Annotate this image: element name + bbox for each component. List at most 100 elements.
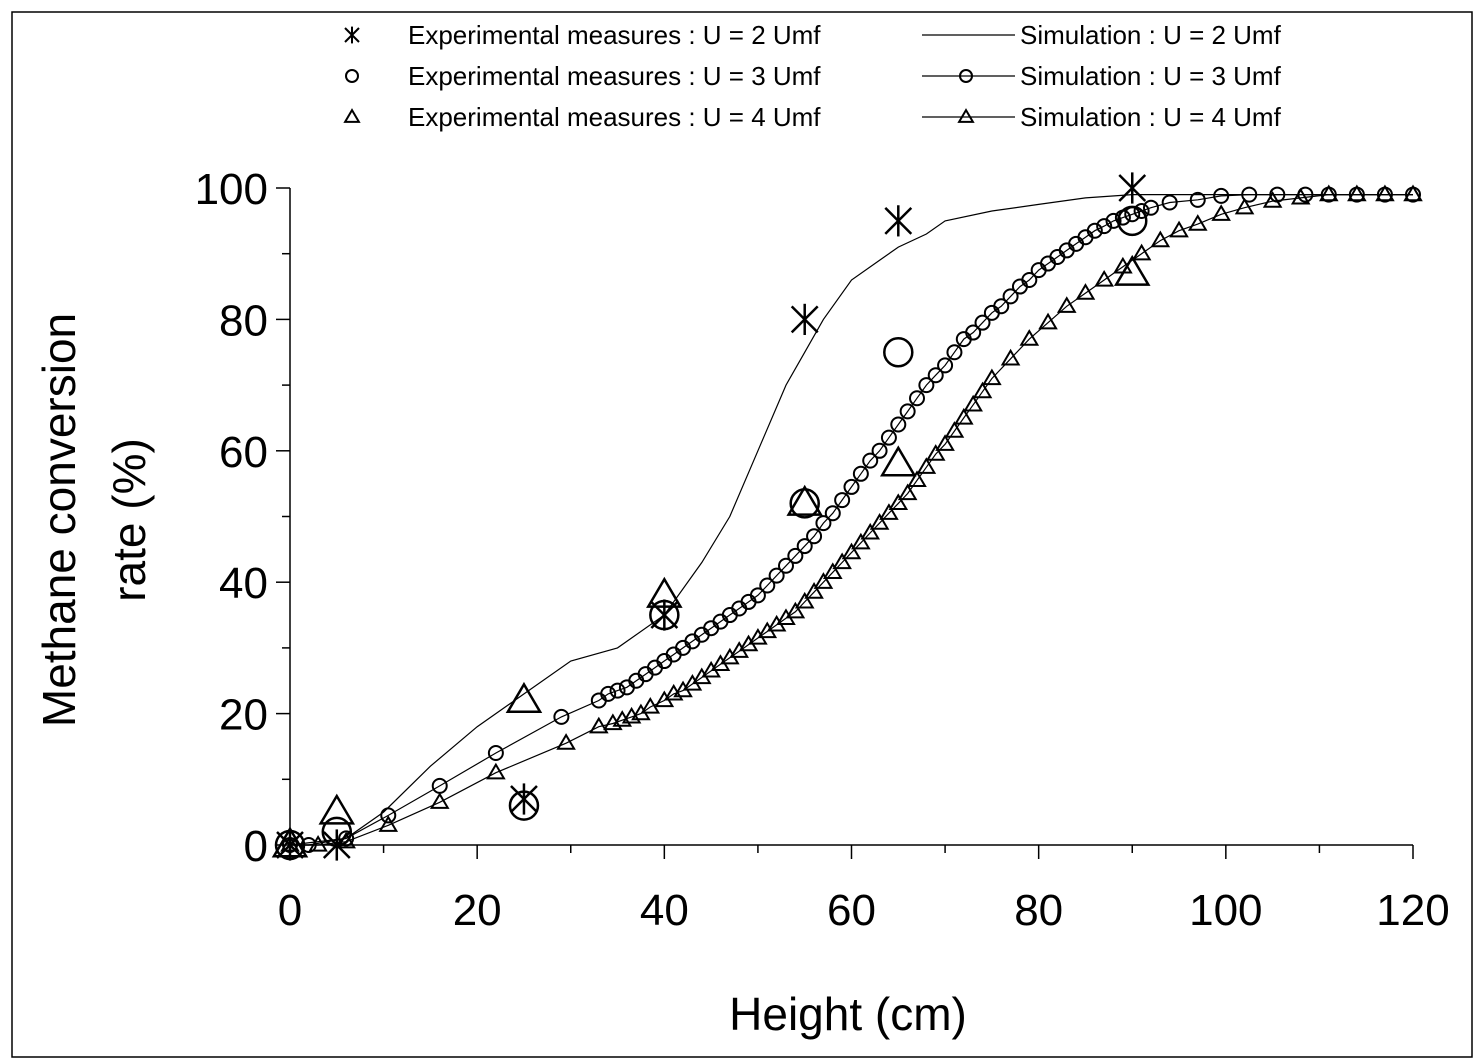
x-axis-title: Height (cm) <box>729 988 967 1040</box>
experimental-point-3 <box>880 445 917 477</box>
simulation-point-2-shape <box>609 682 626 699</box>
simulation-point-3 <box>954 407 974 425</box>
simulation-point-3 <box>879 503 899 520</box>
experimental-point-1 <box>510 783 538 815</box>
simulation-point-3-shape <box>429 792 450 809</box>
simulation-point-3-shape <box>944 421 965 438</box>
simulation-point-3 <box>1347 184 1367 202</box>
simulation-point-3 <box>851 532 871 550</box>
simulation-point-3 <box>1019 329 1040 346</box>
simulation-point-2-shape <box>909 390 926 407</box>
simulation-point-2-shape <box>1213 187 1230 204</box>
simulation-point-2-shape <box>487 745 504 762</box>
experimental-point-3-shape <box>880 445 917 477</box>
experimental-point-3-shape <box>505 681 543 713</box>
simulation-point-3-shape <box>822 562 843 579</box>
legend-label-simulation-3: Simulation : U = 4 Umf <box>1020 102 1282 132</box>
simulation-point-2 <box>1161 194 1178 211</box>
y-tick-label: 40 <box>219 559 268 608</box>
simulation-point-2 <box>834 492 851 509</box>
simulation-line-1 <box>289 194 1413 846</box>
simulation-point-3 <box>1131 243 1152 261</box>
simulation-point-3 <box>1262 191 1283 208</box>
experimental-point-2-shape <box>321 816 353 848</box>
experimental-point-3 <box>318 793 356 825</box>
simulation-point-3 <box>925 444 946 461</box>
simulation-point-2 <box>1086 222 1103 239</box>
simulation-point-2 <box>300 837 317 853</box>
simulation-point-2 <box>927 367 944 384</box>
simulation-point-2 <box>1096 218 1113 235</box>
simulation-point-2-shape <box>824 505 841 522</box>
simulation-point-3-shape <box>841 542 862 560</box>
experimental-point-3-shape <box>786 484 823 516</box>
simulation-point-2-shape <box>1142 199 1159 216</box>
simulation-point-2 <box>338 830 355 847</box>
simulation-point-3 <box>869 513 890 530</box>
y-axis-title: Methane conversion rate (%) <box>33 313 155 727</box>
simulation-point-3-shape <box>954 407 974 425</box>
experimental-point-2 <box>883 337 914 368</box>
experimental-point-2-shape <box>1117 205 1148 237</box>
simulation-point-3-shape <box>813 572 834 589</box>
simulation-point-3 <box>378 815 399 832</box>
simulation-point-3 <box>907 470 927 487</box>
x-tick-label: 120 <box>1376 886 1449 935</box>
simulation-point-3-shape <box>378 815 399 832</box>
experimental-point-2-shape <box>883 337 914 368</box>
simulation-point-2-shape <box>1086 222 1103 239</box>
experimental-point-2 <box>649 599 680 631</box>
simulation-point-2-shape <box>974 314 991 331</box>
simulation-point-3-shape <box>1150 230 1171 248</box>
legend-marker-simulation-2-shape <box>959 69 973 83</box>
simulation-point-2-shape <box>1133 202 1150 219</box>
legend-marker-experimental-2 <box>345 69 359 83</box>
simulation-point-2 <box>890 416 907 433</box>
simulation-point-3-shape <box>1131 243 1152 261</box>
simulation-point-3 <box>888 493 909 510</box>
simulation-point-3-shape <box>1000 348 1021 366</box>
simulation-point-3-shape <box>888 493 909 510</box>
simulation-point-2-shape <box>1189 191 1206 208</box>
simulation-point-3-shape <box>804 582 824 599</box>
simulation-point-3 <box>1075 283 1096 300</box>
experimental-point-3-shape <box>271 826 309 858</box>
legend-label-experimental-3: Experimental measures : U = 4 Umf <box>408 102 821 132</box>
experimental-point-1 <box>1118 172 1147 204</box>
experimental-point-1 <box>884 205 913 237</box>
simulation-point-3-shape <box>1403 184 1423 202</box>
legend-marker-experimental-1 <box>344 26 360 44</box>
experimental-point-2 <box>508 790 540 821</box>
simulation-point-3 <box>916 457 937 474</box>
simulation-point-2-shape <box>1002 288 1019 305</box>
simulation-point-2 <box>852 465 869 482</box>
simulation-point-2 <box>974 314 991 331</box>
legend-marker-experimental-2-shape <box>345 69 359 83</box>
simulation-point-2 <box>937 357 954 374</box>
y-tick-label: 80 <box>219 296 268 345</box>
x-tick-label: 40 <box>640 886 689 935</box>
experimental-point-3 <box>646 576 683 608</box>
simulation-point-3 <box>804 582 824 599</box>
simulation-point-2 <box>993 298 1010 315</box>
simulation-point-3 <box>429 792 450 809</box>
simulation-point-3 <box>963 394 983 412</box>
simulation-point-3 <box>640 697 661 714</box>
experimental-point-2 <box>321 816 353 848</box>
simulation-point-3 <box>1150 230 1171 248</box>
simulation-point-2 <box>796 538 813 555</box>
simulation-point-3 <box>813 572 834 589</box>
simulation-point-2 <box>600 685 617 702</box>
experimental-point-3 <box>505 681 543 713</box>
experimental-point-1 <box>790 303 819 335</box>
simulation-point-2-shape <box>1096 218 1113 235</box>
experimental-markers <box>271 172 1151 861</box>
simulation-point-2 <box>1002 288 1019 305</box>
simulation-point-2 <box>909 390 926 407</box>
simulation-point-2-shape <box>600 685 617 702</box>
ticks: 0 20 40 60 80 100 120 0 20 40 60 80 100 <box>195 165 1450 935</box>
simulation-point-2-shape <box>1021 271 1038 288</box>
legend-label-simulation-1: Simulation : U = 2 Umf <box>1020 20 1282 50</box>
legend-marker-simulation-3 <box>957 108 975 123</box>
